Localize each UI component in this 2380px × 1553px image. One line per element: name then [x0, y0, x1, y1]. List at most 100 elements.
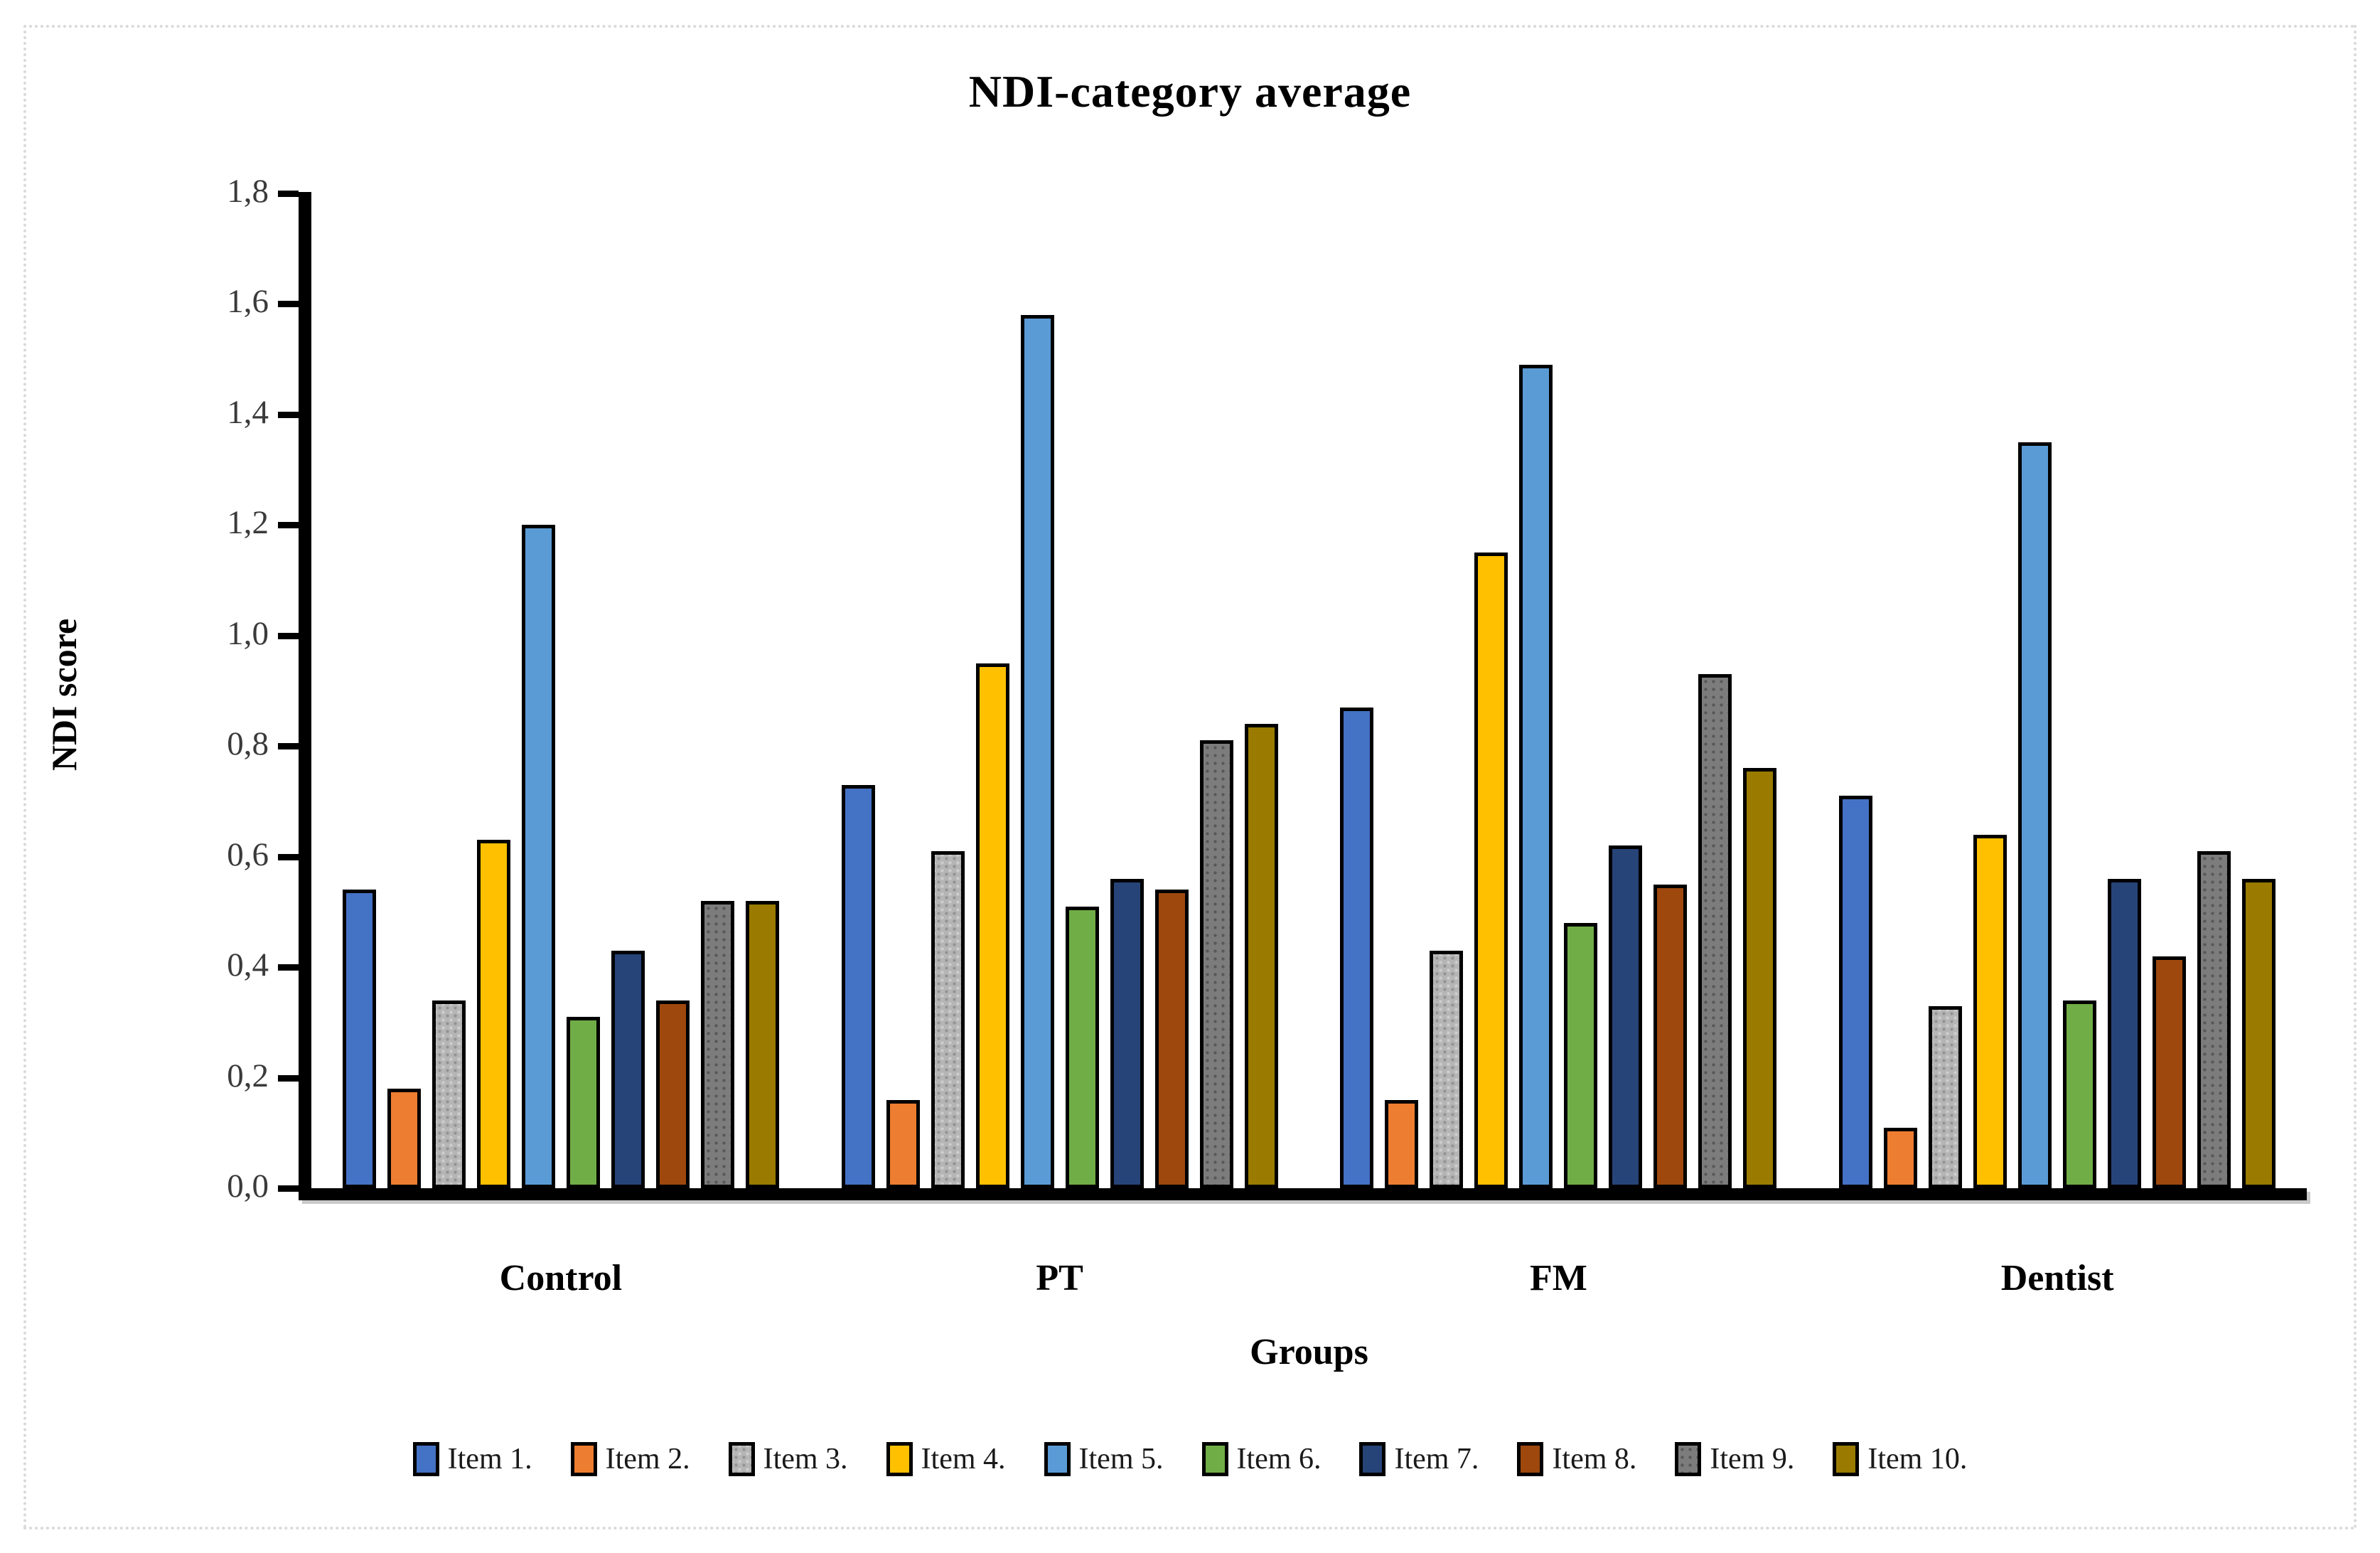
legend-swatch [1201, 1442, 1228, 1476]
bar-item5-fm [1519, 364, 1553, 1188]
y-tick-mark [278, 301, 299, 308]
legend-swatch [1044, 1442, 1071, 1476]
legend-item: Item 3. [728, 1442, 848, 1476]
y-tick-mark [278, 191, 299, 197]
legend-item: Item 4. [886, 1442, 1006, 1476]
legend-item: Item 8. [1517, 1442, 1636, 1476]
x-category-label: Control [499, 1258, 623, 1298]
legend: Item 1. Item 2. Item 3. Item 4. Item 5. Item … [0, 1442, 2380, 1476]
y-tick-label: 1,4 [227, 393, 269, 431]
y-axis-line [299, 192, 311, 1200]
x-category-label: Dentist [2000, 1258, 2114, 1298]
legend-label: Item 3. [763, 1443, 848, 1475]
bar-item2-pt [886, 1099, 920, 1188]
bar-item7-dentist [2108, 878, 2142, 1188]
bar-item8-control [655, 1000, 690, 1188]
bar-item3-fm [1430, 950, 1464, 1188]
y-tick-label: 0,6 [227, 836, 269, 873]
bar-item8-fm [1653, 884, 1688, 1188]
y-tick-mark [278, 964, 299, 971]
bar-item8-pt [1154, 890, 1189, 1188]
x-axis-title: Groups [1250, 1332, 1368, 1372]
bar-item4-control [476, 840, 510, 1188]
y-tick-label: 0,2 [227, 1057, 269, 1094]
legend-swatch [1675, 1442, 1702, 1476]
x-axis-line [299, 1188, 2307, 1200]
bar-item5-control [521, 525, 555, 1188]
y-tick-label: 0,0 [227, 1168, 269, 1205]
legend-swatch [412, 1442, 439, 1476]
legend-label: Item 4. [921, 1443, 1006, 1475]
y-tick-label: 1,6 [227, 283, 269, 321]
bar-item9-fm [1698, 674, 1732, 1188]
bar-item7-control [611, 950, 645, 1188]
bar-item5-dentist [2018, 442, 2052, 1188]
y-tick-mark [278, 743, 299, 750]
bar-item1-pt [841, 784, 875, 1188]
x-category-label: FM [1529, 1258, 1587, 1298]
y-tick-label: 0,8 [227, 725, 269, 763]
legend-swatch [1833, 1442, 1860, 1476]
bar-item7-pt [1110, 878, 1144, 1188]
legend-swatch [886, 1442, 913, 1476]
bar-item2-dentist [1884, 1127, 1918, 1188]
bar-item7-fm [1609, 845, 1643, 1188]
legend-item: Item 1. [412, 1442, 532, 1476]
legend-label: Item 8. [1552, 1443, 1637, 1475]
bar-item10-dentist [2242, 878, 2276, 1188]
x-category-label: PT [1036, 1258, 1083, 1298]
legend-label: Item 10. [1867, 1443, 1968, 1475]
legend-item: Item 7. [1359, 1442, 1479, 1476]
legend-item: Item 2. [570, 1442, 690, 1476]
bar-item6-dentist [2063, 1000, 2097, 1188]
y-tick-mark [278, 1074, 299, 1082]
bar-item2-fm [1385, 1099, 1419, 1188]
y-axis-title: NDI score [44, 618, 84, 772]
bar-item6-control [566, 1017, 600, 1188]
legend-swatch [728, 1442, 755, 1476]
bar-item5-pt [1020, 314, 1054, 1188]
bar-item6-fm [1564, 922, 1598, 1188]
bar-item9-control [700, 900, 734, 1188]
y-tick-mark [278, 411, 299, 418]
bar-item3-pt [931, 850, 965, 1188]
legend-label: Item 6. [1236, 1443, 1322, 1475]
y-tick-label: 1,0 [227, 614, 269, 652]
legend-item: Item 6. [1201, 1442, 1322, 1476]
bar-item10-control [745, 900, 779, 1188]
bar-item1-dentist [1839, 796, 1873, 1188]
chart-title: NDI-category average [968, 66, 1412, 117]
bar-item9-pt [1199, 740, 1233, 1188]
y-tick-mark [278, 632, 299, 639]
bar-item4-dentist [1973, 834, 2008, 1188]
legend-swatch [1359, 1442, 1386, 1476]
bar-item6-pt [1065, 906, 1099, 1188]
bar-item1-fm [1340, 707, 1374, 1188]
bar-item4-pt [975, 663, 1009, 1188]
legend-label: Item 2. [605, 1443, 690, 1475]
bar-item3-control [431, 1000, 466, 1188]
bar-item9-dentist [2197, 850, 2231, 1188]
legend-item: Item 9. [1675, 1442, 1794, 1476]
legend-label: Item 1. [447, 1443, 532, 1475]
y-tick-label: 1,8 [227, 173, 269, 210]
y-tick-mark [278, 853, 299, 860]
legend-item: Item 5. [1044, 1442, 1164, 1476]
bar-item10-fm [1743, 768, 1777, 1188]
bar-item2-control [387, 1089, 421, 1188]
legend-label: Item 9. [1710, 1443, 1795, 1475]
bar-item10-pt [1244, 724, 1278, 1188]
legend-swatch [1517, 1442, 1544, 1476]
chart-outer-border [23, 25, 2357, 1530]
bar-item8-dentist [2153, 956, 2187, 1188]
bar-item1-control [342, 890, 376, 1188]
legend-label: Item 5. [1078, 1443, 1164, 1475]
y-tick-label: 1,2 [227, 504, 269, 542]
bar-item4-fm [1474, 553, 1508, 1188]
y-tick-mark [278, 1185, 299, 1192]
y-tick-mark [278, 522, 299, 529]
bar-item3-dentist [1929, 1005, 1963, 1188]
y-tick-label: 0,4 [227, 946, 269, 984]
legend-item: Item 10. [1833, 1442, 1967, 1476]
